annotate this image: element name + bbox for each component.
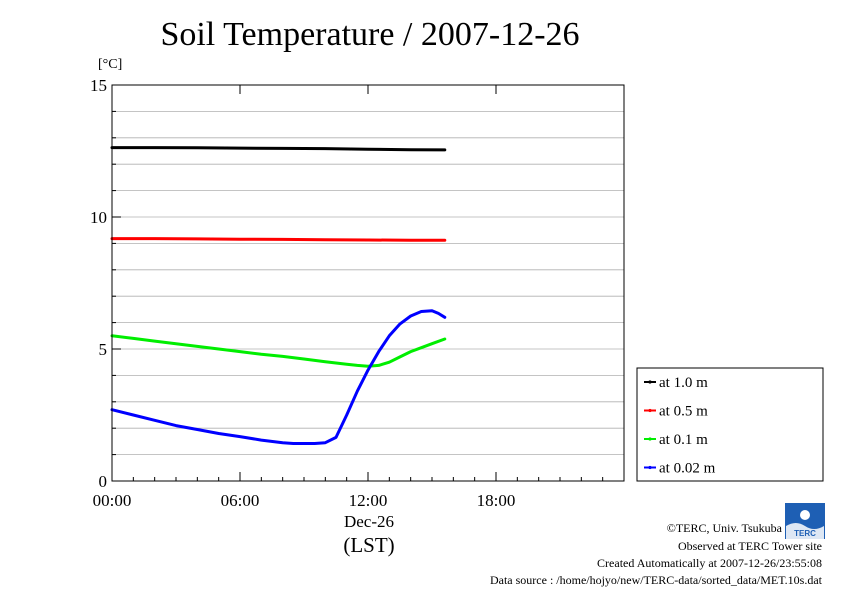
- y-tick-label: 15: [90, 76, 107, 95]
- series-line-1: [110, 237, 447, 242]
- legend: at 1.0 m at 0.5 m at 0.1 m at 0.02 m: [636, 367, 824, 482]
- y-ticks: 0 5 10 15: [90, 76, 121, 491]
- observed-text: Observed at TERC Tower site: [678, 539, 822, 553]
- x-tick-label: 00:00: [93, 491, 132, 510]
- legend-marker: [648, 408, 652, 413]
- chart-title: Soil Temperature / 2007-12-26: [160, 16, 579, 53]
- source-text: Data source : /home/hojyo/new/TERC-data/…: [490, 573, 823, 587]
- plot-frame: [111, 84, 625, 482]
- created-text: Created Automatically at 2007-12-26/23:5…: [597, 556, 822, 570]
- legend-marker: [648, 465, 652, 470]
- series-line-0: [110, 146, 447, 152]
- series-lines: [110, 146, 447, 445]
- series-line-2: [110, 334, 447, 368]
- logo-text: TERC: [794, 529, 816, 538]
- x-tick-label: 06:00: [221, 491, 260, 510]
- x-unit-label: (LST): [343, 533, 394, 557]
- legend-marker: [648, 380, 652, 384]
- legend-marker: [648, 437, 652, 441]
- copyright-text: ©TERC, Univ. Tsukuba: [667, 521, 783, 535]
- y-axis-label: [°C]: [98, 57, 122, 72]
- legend-box: [636, 367, 824, 482]
- legend-label: at 1.0 m: [659, 375, 708, 391]
- gridlines: [112, 111, 624, 456]
- y-tick-label: 0: [99, 472, 108, 491]
- x-date-label: Dec-26: [344, 512, 394, 531]
- series-line-3: [110, 309, 447, 445]
- terc-logo: TERC: [785, 503, 825, 539]
- legend-label: at 0.02 m: [659, 461, 716, 477]
- x-tick-label: 12:00: [349, 491, 388, 510]
- x-tick-label: 18:00: [477, 491, 516, 510]
- y-tick-label: 5: [99, 340, 108, 359]
- y-tick-label: 10: [90, 208, 107, 227]
- x-ticks: 00:00 06:00 12:00 18:00: [93, 85, 604, 510]
- legend-label: at 0.1 m: [659, 432, 708, 448]
- legend-label: at 0.5 m: [659, 404, 708, 420]
